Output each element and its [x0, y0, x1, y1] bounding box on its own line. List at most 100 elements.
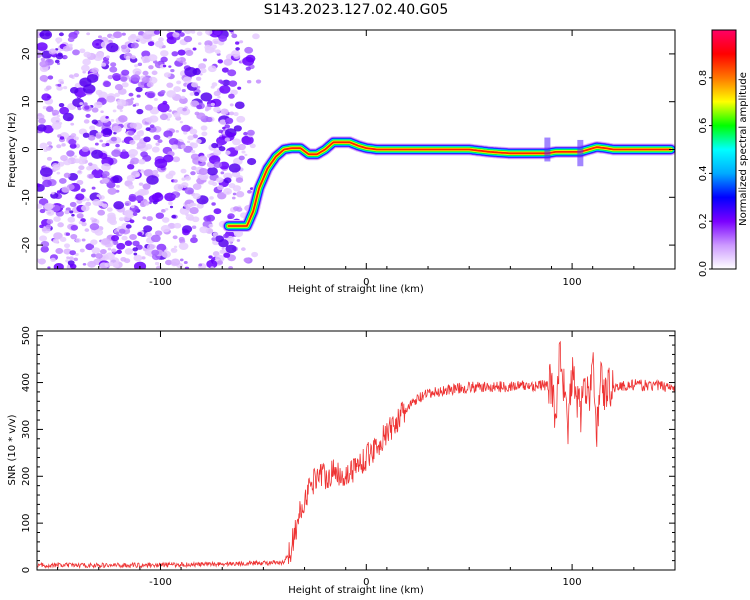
noise-speckle: [192, 47, 197, 51]
noise-speckle: [151, 146, 160, 153]
noise-speckle: [129, 122, 137, 129]
noise-speckle: [183, 131, 188, 135]
noise-speckle: [101, 238, 111, 246]
noise-speckle: [192, 203, 197, 207]
noise-speckle: [155, 142, 160, 146]
noise-speckle: [237, 86, 242, 90]
noise-speckle: [172, 194, 177, 198]
noise-speckle: [76, 213, 84, 219]
noise-speckle: [217, 59, 224, 64]
y-tick-label: 100: [21, 514, 32, 533]
noise-speckle: [134, 70, 141, 76]
noise-speckle: [129, 160, 135, 165]
noise-speckle: [86, 73, 99, 83]
noise-speckle: [130, 33, 137, 39]
noise-speckle: [186, 140, 191, 144]
noise-speckle: [200, 92, 213, 102]
spectrogram-ylabel: Frequency (Hz): [7, 112, 18, 188]
noise-speckle: [94, 142, 99, 146]
noise-speckle: [87, 260, 97, 268]
noise-speckle: [211, 30, 224, 36]
figure-title: S143.2023.127.02.40.G05: [264, 2, 449, 18]
noise-speckle: [200, 125, 208, 131]
y-tick-label: 300: [21, 420, 32, 439]
noise-speckle: [106, 55, 110, 59]
noise-speckle: [166, 90, 176, 98]
noise-speckle: [204, 44, 212, 50]
noise-speckle: [181, 89, 186, 93]
noise-speckle: [91, 67, 99, 74]
noise-speckle: [178, 97, 188, 104]
noise-speckle: [147, 92, 155, 99]
noise-speckle: [39, 65, 49, 73]
noise-speckle: [89, 223, 100, 231]
noise-speckle: [80, 188, 86, 193]
noise-speckle: [103, 80, 112, 88]
noise-speckle: [217, 95, 221, 99]
noise-speckle: [46, 156, 53, 161]
noise-speckle: [69, 263, 77, 269]
noise-speckle: [70, 133, 77, 138]
noise-speckle: [203, 215, 211, 222]
noise-speckle: [97, 209, 106, 216]
noise-speckle: [247, 158, 257, 166]
noise-speckle: [154, 261, 160, 266]
noise-speckle: [144, 250, 152, 256]
noise-speckle: [86, 198, 90, 202]
noise-speckle: [116, 249, 122, 254]
noise-speckle: [207, 65, 217, 73]
noise-speckle: [162, 217, 170, 223]
noise-speckle: [168, 65, 172, 68]
noise-speckle: [206, 259, 218, 269]
noise-speckle: [116, 98, 127, 107]
noise-speckle: [185, 49, 194, 56]
noise-speckle: [192, 193, 201, 200]
noise-speckle: [198, 63, 207, 70]
noise-speckle: [166, 82, 174, 88]
noise-speckle: [193, 91, 200, 97]
noise-speckle: [91, 168, 104, 179]
noise-speckle: [235, 41, 240, 45]
colorbar-frame: [711, 29, 737, 270]
noise-speckle: [125, 55, 131, 60]
noise-speckle: [59, 106, 70, 115]
noise-speckle: [135, 86, 143, 93]
noise-speckle: [190, 153, 200, 161]
noise-speckle: [62, 112, 74, 122]
noise-speckle: [151, 70, 158, 76]
noise-speckle: [53, 232, 63, 240]
noise-speckle: [142, 216, 147, 220]
noise-speckle: [127, 163, 135, 170]
noise-speckle: [115, 184, 120, 188]
noise-speckle: [173, 86, 182, 93]
noise-speckle: [79, 248, 85, 253]
noise-speckle: [164, 192, 176, 202]
noise-speckle: [106, 207, 113, 212]
noise-speckle: [110, 62, 117, 67]
noise-speckle: [182, 76, 192, 84]
noise-speckle: [86, 165, 93, 171]
noise-speckle: [138, 159, 146, 165]
noise-speckle: [187, 189, 194, 195]
noise-speckle: [205, 30, 213, 35]
noise-speckle: [83, 119, 90, 124]
noise-speckles: [37, 30, 262, 269]
noise-speckle: [225, 244, 237, 254]
noise-speckle: [88, 162, 93, 166]
noise-speckle: [58, 122, 63, 125]
noise-speckle: [182, 61, 187, 65]
colorbar-tick-label: 0.8: [698, 70, 709, 86]
y-tick-label: -20: [21, 237, 32, 253]
noise-speckle: [211, 237, 217, 241]
noise-speckle: [95, 52, 105, 59]
noise-speckle: [128, 149, 139, 157]
y-tick-label: 0: [21, 567, 32, 573]
noise-speckle: [189, 207, 199, 215]
noise-speckle: [107, 214, 117, 222]
noise-speckle: [198, 263, 203, 267]
noise-speckle: [68, 256, 74, 261]
noise-speckle: [91, 119, 98, 125]
noise-speckle: [224, 150, 231, 155]
noise-speckle: [204, 108, 209, 112]
noise-speckle: [70, 233, 78, 240]
